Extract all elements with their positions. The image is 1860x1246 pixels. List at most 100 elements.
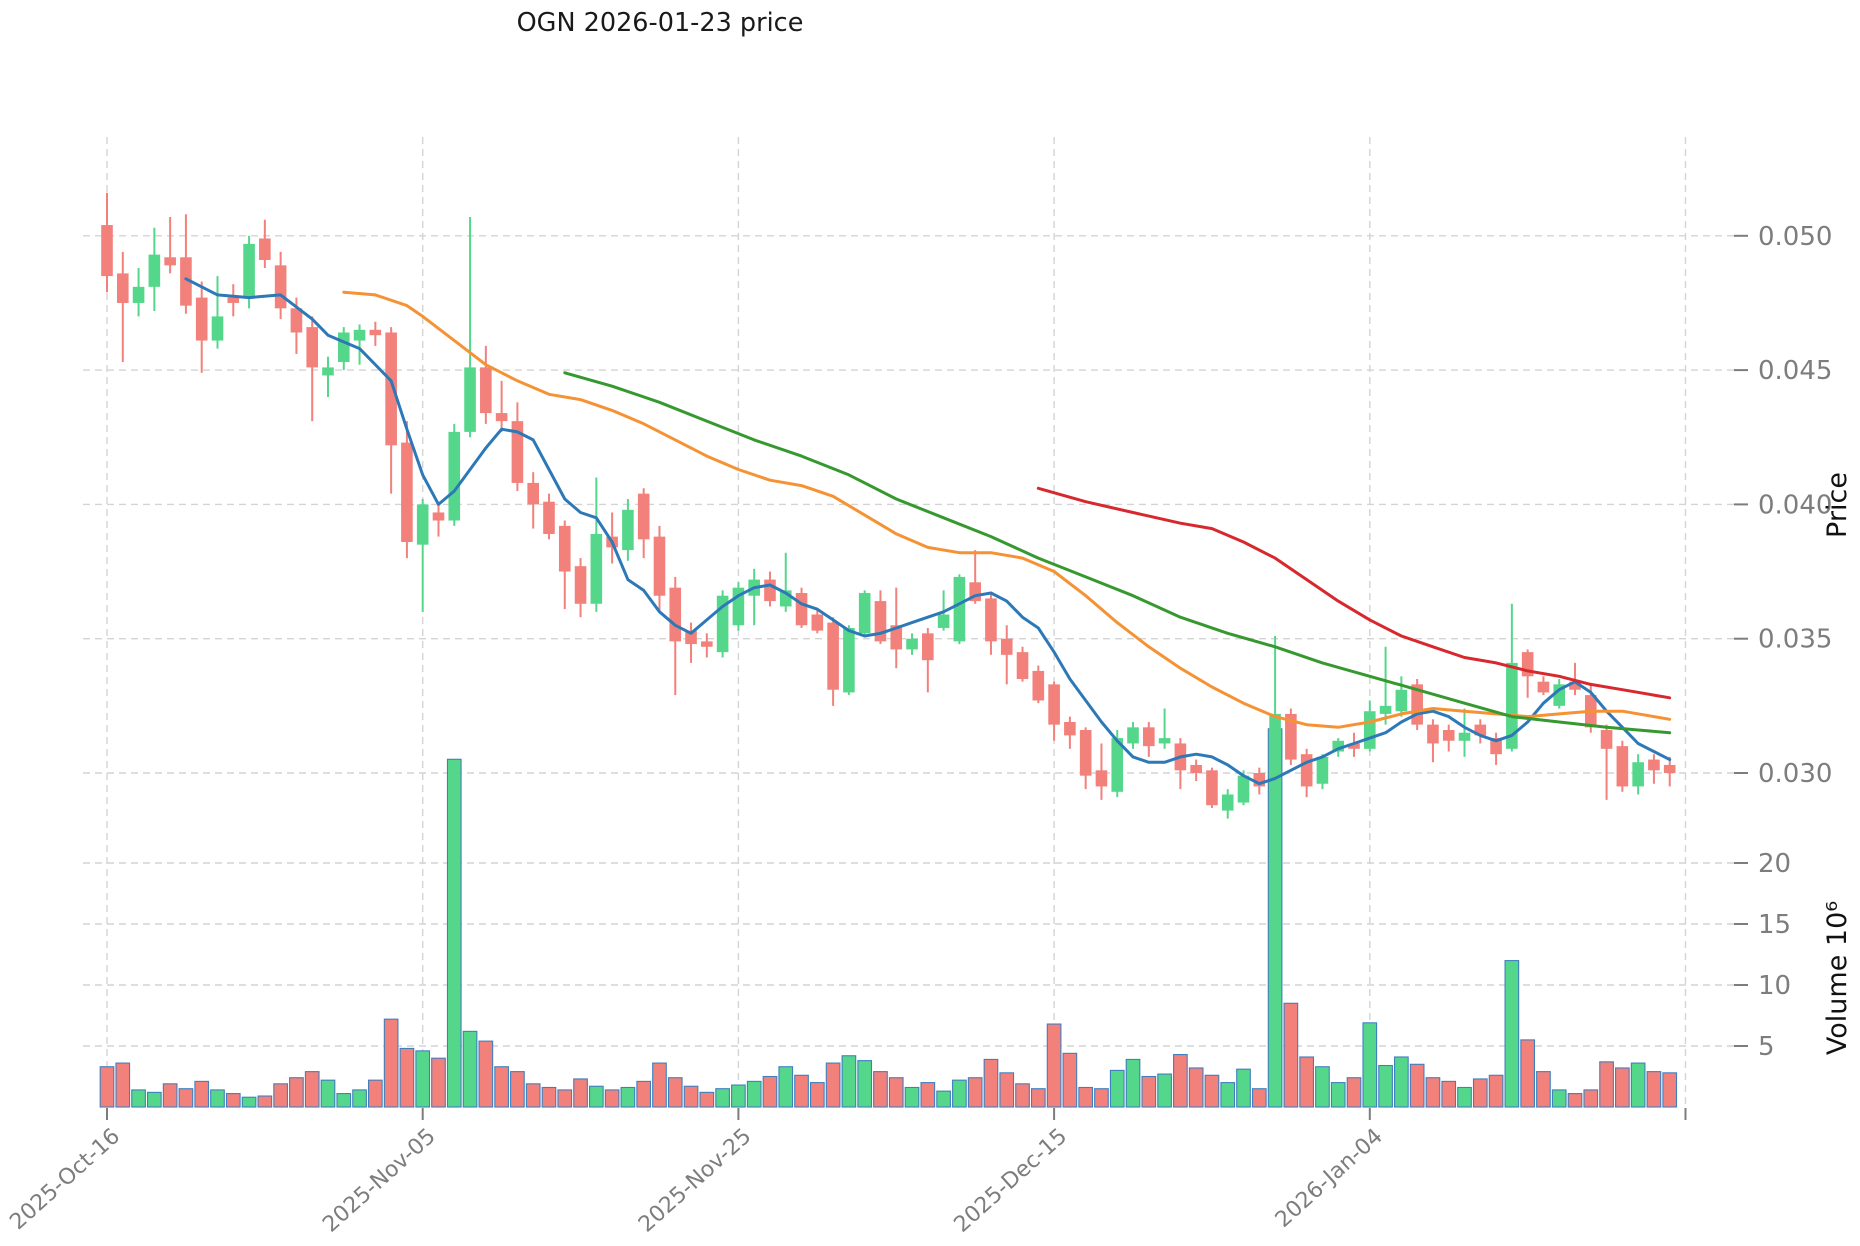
candle-body bbox=[1206, 770, 1218, 806]
candle-body bbox=[195, 297, 208, 341]
volume-bar bbox=[699, 1091, 715, 1108]
volume-bar bbox=[620, 1086, 636, 1108]
volume-bar bbox=[1472, 1078, 1488, 1108]
candle-body bbox=[401, 442, 413, 543]
volume-bar bbox=[1425, 1077, 1441, 1108]
candle-body bbox=[701, 641, 713, 647]
candle-body bbox=[448, 431, 461, 521]
candle-body bbox=[211, 316, 224, 341]
candle-body bbox=[353, 329, 366, 341]
mav-longest-red bbox=[1036, 486, 1672, 700]
candle-body bbox=[1600, 730, 1613, 749]
candle-body bbox=[116, 273, 129, 303]
volume-bar bbox=[210, 1089, 225, 1108]
candle-body bbox=[843, 627, 855, 693]
volume-bar bbox=[383, 1018, 399, 1108]
moving-averages-layer bbox=[184, 277, 1672, 786]
candle-body bbox=[1316, 756, 1329, 784]
candle-body bbox=[1111, 738, 1124, 792]
candle-body bbox=[827, 622, 839, 690]
candle-body bbox=[985, 598, 997, 642]
volume-bar bbox=[746, 1080, 762, 1108]
candle-body bbox=[1663, 764, 1676, 773]
volume-bar bbox=[762, 1075, 778, 1108]
volume-bar bbox=[147, 1091, 162, 1108]
candle-body bbox=[858, 593, 871, 634]
volume-bar bbox=[967, 1077, 983, 1108]
price-tick-label: 0.045 bbox=[1758, 356, 1832, 386]
candle-body bbox=[890, 625, 903, 650]
volume-bar bbox=[1536, 1071, 1551, 1108]
volume-bar bbox=[352, 1089, 367, 1108]
grid-layer bbox=[83, 137, 1747, 1117]
date-tick-label: 2025-Nov-25 bbox=[634, 1124, 756, 1238]
candle-body bbox=[164, 257, 176, 266]
candle-body bbox=[290, 308, 303, 333]
candle-body bbox=[1158, 738, 1171, 744]
volume-bar bbox=[715, 1088, 730, 1108]
candle-body bbox=[906, 638, 918, 650]
volume-bar bbox=[336, 1093, 352, 1108]
candle-body bbox=[669, 587, 682, 642]
volume-bar bbox=[273, 1083, 288, 1108]
candle-body bbox=[480, 367, 492, 414]
volume-bar bbox=[1283, 1002, 1299, 1108]
volume-tick-label: 5 bbox=[1758, 1032, 1775, 1062]
volume-bar bbox=[588, 1085, 604, 1108]
volume-bar bbox=[809, 1082, 825, 1108]
volume-bar bbox=[652, 1062, 667, 1108]
volume-bar bbox=[99, 1066, 115, 1108]
candle-body bbox=[1332, 740, 1345, 752]
volume-bar bbox=[999, 1072, 1015, 1108]
volume-bar bbox=[541, 1086, 557, 1108]
candle-body bbox=[243, 243, 255, 298]
volume-bar bbox=[304, 1071, 320, 1108]
volume-bar bbox=[952, 1079, 967, 1108]
candle-body bbox=[1427, 724, 1439, 744]
candle-body bbox=[274, 265, 287, 309]
candle-body bbox=[922, 633, 934, 661]
candle-body bbox=[1458, 732, 1471, 741]
volume-bar bbox=[1125, 1058, 1141, 1108]
volume-bar bbox=[478, 1040, 494, 1108]
candle-body bbox=[1032, 670, 1045, 701]
candle-body bbox=[148, 254, 161, 287]
volume-bar bbox=[446, 758, 462, 1108]
candle-body bbox=[1364, 711, 1376, 749]
volume-bar bbox=[289, 1077, 304, 1108]
candle-body bbox=[874, 601, 887, 642]
volume-bar bbox=[636, 1080, 652, 1108]
date-tick-label: 2025-Oct-16 bbox=[5, 1124, 125, 1235]
volume-bar bbox=[825, 1062, 841, 1108]
candle-body bbox=[1474, 724, 1487, 736]
volume-bar bbox=[983, 1058, 999, 1108]
volume-bar bbox=[510, 1071, 525, 1108]
candle-body bbox=[732, 587, 745, 626]
volume-bar bbox=[573, 1078, 588, 1108]
candle-body bbox=[1095, 770, 1108, 787]
candle-body bbox=[779, 590, 792, 607]
candle-body bbox=[1648, 759, 1660, 771]
volume-bar bbox=[1646, 1071, 1662, 1108]
volume-bar bbox=[1015, 1083, 1030, 1108]
volume-bar bbox=[1346, 1077, 1362, 1108]
candle-body bbox=[685, 630, 697, 645]
volume-layer bbox=[99, 728, 1678, 1108]
date-tick-label: 2026-Jan-04 bbox=[1271, 1124, 1388, 1233]
volume-bar bbox=[873, 1071, 888, 1108]
volume-bar bbox=[1551, 1089, 1567, 1108]
volume-bar bbox=[1615, 1067, 1630, 1108]
price-tick-label: 0.035 bbox=[1758, 625, 1832, 655]
candle-body bbox=[1000, 638, 1013, 655]
price-axis-title: Price bbox=[1822, 472, 1853, 538]
chart-title: OGN 2026-01-23 price bbox=[517, 8, 804, 38]
volume-bar bbox=[1583, 1089, 1599, 1108]
volume-bar bbox=[778, 1066, 794, 1108]
candle-body bbox=[132, 286, 145, 303]
volume-bar bbox=[1141, 1075, 1157, 1108]
volume-bar bbox=[1251, 1088, 1267, 1108]
volume-bar bbox=[320, 1079, 336, 1108]
volume-bar bbox=[1394, 1056, 1409, 1108]
volume-bar bbox=[667, 1077, 683, 1108]
candle-body bbox=[1285, 713, 1297, 760]
